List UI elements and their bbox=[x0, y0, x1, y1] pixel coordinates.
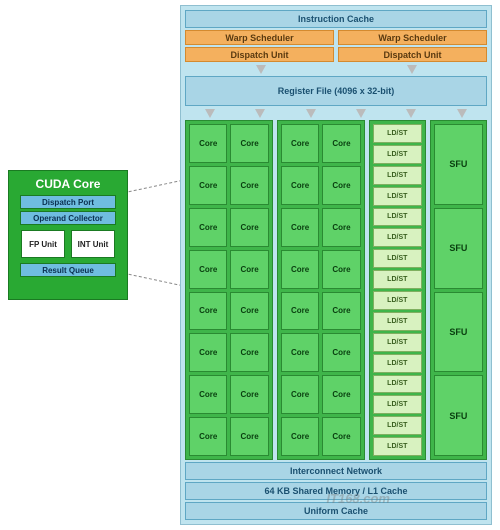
core-unit: Core bbox=[189, 375, 227, 414]
ldst-unit: LD/ST bbox=[373, 166, 422, 185]
sfu-unit: SFU bbox=[434, 208, 483, 289]
warp-scheduler-1: Warp Scheduler bbox=[338, 30, 487, 45]
core-unit: Core bbox=[189, 124, 227, 163]
core-unit: Core bbox=[230, 124, 268, 163]
uniform-cache: Uniform Cache bbox=[185, 502, 487, 520]
connector-line-bottom bbox=[129, 274, 188, 287]
int-unit: INT Unit bbox=[71, 230, 115, 258]
connector-line-top bbox=[129, 179, 188, 192]
dispatch-unit-1: Dispatch Unit bbox=[338, 47, 487, 62]
ldst-unit: LD/ST bbox=[373, 312, 422, 331]
sm-block: Instruction Cache Warp Scheduler Dispatc… bbox=[180, 5, 492, 525]
ldst-group: LD/STLD/STLD/STLD/STLD/STLD/STLD/STLD/ST… bbox=[369, 120, 426, 460]
ldst-unit: LD/ST bbox=[373, 395, 422, 414]
dispatch-unit-0: Dispatch Unit bbox=[185, 47, 334, 62]
operand-collector: Operand Collector bbox=[20, 211, 116, 225]
core-unit: Core bbox=[281, 208, 319, 247]
result-queue: Result Queue bbox=[20, 263, 116, 277]
ldst-unit: LD/ST bbox=[373, 270, 422, 289]
core-unit: Core bbox=[322, 124, 360, 163]
sfu-group: SFUSFUSFUSFU bbox=[430, 120, 487, 460]
ldst-unit: LD/ST bbox=[373, 187, 422, 206]
core-unit: Core bbox=[322, 166, 360, 205]
core-unit: Core bbox=[189, 333, 227, 372]
core-unit: Core bbox=[230, 250, 268, 289]
ldst-unit: LD/ST bbox=[373, 416, 422, 435]
cuda-core-title: CUDA Core bbox=[13, 175, 123, 193]
core-unit: Core bbox=[189, 208, 227, 247]
interconnect-network: Interconnect Network bbox=[185, 462, 487, 480]
core-unit: Core bbox=[322, 333, 360, 372]
sfu-unit: SFU bbox=[434, 375, 483, 456]
ldst-unit: LD/ST bbox=[373, 208, 422, 227]
arrow-row-2 bbox=[185, 109, 487, 119]
instruction-cache: Instruction Cache bbox=[185, 10, 487, 28]
core-unit: Core bbox=[322, 375, 360, 414]
core-unit: Core bbox=[281, 333, 319, 372]
core-unit: Core bbox=[281, 292, 319, 331]
core-unit: Core bbox=[230, 417, 268, 456]
core-unit: Core bbox=[281, 124, 319, 163]
core-unit: Core bbox=[230, 166, 268, 205]
ldst-unit: LD/ST bbox=[373, 249, 422, 268]
core-unit: Core bbox=[230, 208, 268, 247]
register-file: Register File (4096 x 32-bit) bbox=[185, 76, 487, 106]
shared-memory-l1: 64 KB Shared Memory / L1 Cache bbox=[185, 482, 487, 500]
warp-scheduler-0: Warp Scheduler bbox=[185, 30, 334, 45]
arrow-row-1 bbox=[185, 65, 487, 75]
sfu-unit: SFU bbox=[434, 292, 483, 373]
core-group-0: CoreCoreCoreCoreCoreCoreCoreCoreCoreCore… bbox=[185, 120, 273, 460]
ldst-unit: LD/ST bbox=[373, 375, 422, 394]
ldst-unit: LD/ST bbox=[373, 228, 422, 247]
core-unit: Core bbox=[230, 375, 268, 414]
core-unit: Core bbox=[189, 292, 227, 331]
core-unit: Core bbox=[281, 166, 319, 205]
core-unit: Core bbox=[189, 166, 227, 205]
core-unit: Core bbox=[281, 375, 319, 414]
dispatch-port: Dispatch Port bbox=[20, 195, 116, 209]
sfu-unit: SFU bbox=[434, 124, 483, 205]
core-group-1: CoreCoreCoreCoreCoreCoreCoreCoreCoreCore… bbox=[277, 120, 365, 460]
ldst-unit: LD/ST bbox=[373, 145, 422, 164]
fp-unit: FP Unit bbox=[21, 230, 65, 258]
cuda-core-detail: CUDA Core Dispatch Port Operand Collecto… bbox=[8, 170, 128, 300]
core-unit: Core bbox=[322, 250, 360, 289]
core-unit: Core bbox=[322, 208, 360, 247]
ldst-unit: LD/ST bbox=[373, 437, 422, 456]
ldst-unit: LD/ST bbox=[373, 354, 422, 373]
core-unit: Core bbox=[281, 417, 319, 456]
core-unit: Core bbox=[189, 250, 227, 289]
core-unit: Core bbox=[281, 250, 319, 289]
core-unit: Core bbox=[322, 292, 360, 331]
core-unit: Core bbox=[230, 292, 268, 331]
ldst-unit: LD/ST bbox=[373, 291, 422, 310]
core-unit: Core bbox=[322, 417, 360, 456]
core-unit: Core bbox=[189, 417, 227, 456]
ldst-unit: LD/ST bbox=[373, 124, 422, 143]
ldst-unit: LD/ST bbox=[373, 333, 422, 352]
core-unit: Core bbox=[230, 333, 268, 372]
